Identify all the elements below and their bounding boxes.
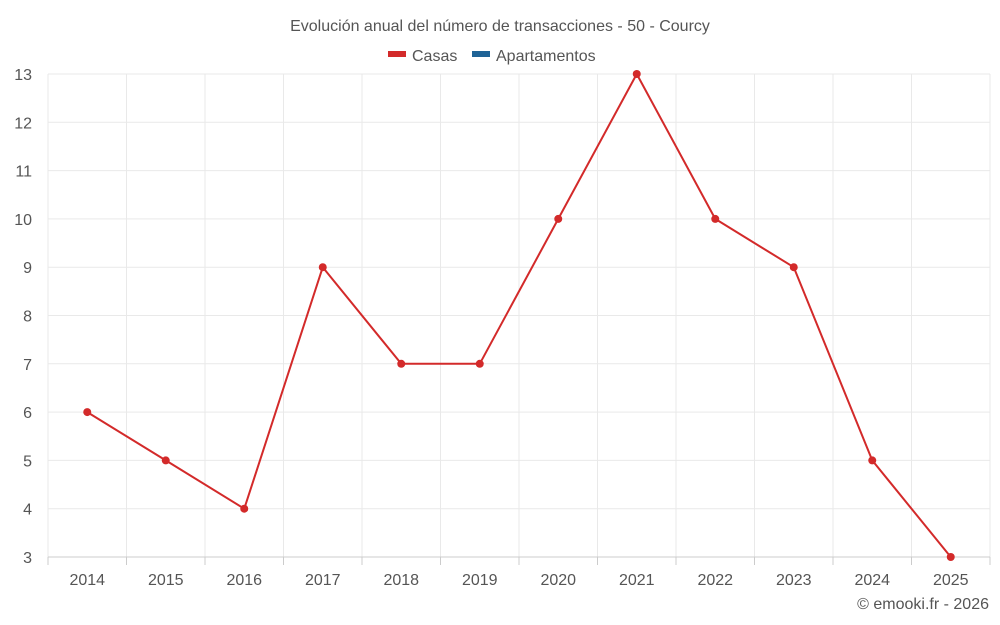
x-tick-label: 2020 bbox=[540, 572, 576, 589]
x-axis-ticks: 2014 2015 2016 2017 2018 2019 2020 2021 2022 2023… bbox=[69, 572, 968, 589]
y-tick-label: 4 bbox=[23, 502, 32, 519]
x-tick-label: 2021 bbox=[619, 572, 655, 589]
x-tick-label: 2025 bbox=[933, 572, 969, 589]
y-tick-label: 6 bbox=[23, 405, 32, 422]
x-tick-label: 2015 bbox=[148, 572, 184, 589]
data-point-casas[interactable] bbox=[475, 359, 484, 368]
x-tick-label: 2014 bbox=[69, 572, 105, 589]
chart-title: Evolución anual del número de transaccio… bbox=[290, 18, 710, 35]
data-point-casas[interactable] bbox=[868, 456, 877, 465]
y-tick-label: 13 bbox=[14, 67, 32, 84]
data-point-casas[interactable] bbox=[83, 408, 92, 417]
grid bbox=[47, 73, 991, 557]
y-tick-label: 7 bbox=[23, 357, 32, 374]
data-point-casas[interactable] bbox=[554, 214, 563, 223]
legend-swatch-casas bbox=[388, 51, 406, 57]
x-tick-label: 2023 bbox=[776, 572, 812, 589]
credit-text: © emooki.fr - 2026 bbox=[857, 596, 989, 613]
data-point-casas[interactable] bbox=[397, 359, 406, 368]
data-point-casas[interactable] bbox=[789, 263, 798, 272]
y-tick-label: 9 bbox=[23, 260, 32, 277]
legend-item-casas[interactable]: Casas bbox=[388, 48, 457, 65]
x-tick-label: 2024 bbox=[854, 572, 890, 589]
y-tick-label: 11 bbox=[15, 164, 32, 181]
axes bbox=[47, 556, 991, 565]
legend-label-casas: Casas bbox=[412, 48, 457, 65]
data-point-casas[interactable] bbox=[240, 504, 249, 513]
y-tick-label: 12 bbox=[14, 115, 32, 132]
legend: Casas Apartamentos bbox=[388, 48, 596, 65]
y-tick-label: 8 bbox=[23, 309, 32, 326]
legend-label-apartamentos: Apartamentos bbox=[496, 48, 596, 65]
x-tick-label: 2016 bbox=[226, 572, 262, 589]
x-tick-label: 2017 bbox=[305, 572, 341, 589]
x-tick-label: 2018 bbox=[383, 572, 419, 589]
data-point-casas[interactable] bbox=[318, 263, 327, 272]
x-tick-label: 2022 bbox=[697, 572, 733, 589]
y-tick-label: 10 bbox=[14, 212, 32, 229]
data-point-casas[interactable] bbox=[632, 70, 641, 78]
data-point-casas[interactable] bbox=[711, 214, 720, 223]
series-line-casas bbox=[86, 73, 952, 558]
data-point-casas[interactable] bbox=[161, 456, 170, 465]
data-point-casas[interactable] bbox=[946, 553, 955, 561]
y-axis-ticks: 3 4 5 6 7 8 9 10 11 12 13 bbox=[14, 67, 32, 567]
legend-swatch-apartamentos bbox=[472, 51, 490, 57]
y-tick-label: 3 bbox=[23, 550, 32, 567]
legend-item-apartamentos[interactable]: Apartamentos bbox=[472, 48, 596, 65]
x-tick-label: 2019 bbox=[462, 572, 498, 589]
y-tick-label: 5 bbox=[23, 453, 32, 470]
series bbox=[83, 70, 955, 561]
